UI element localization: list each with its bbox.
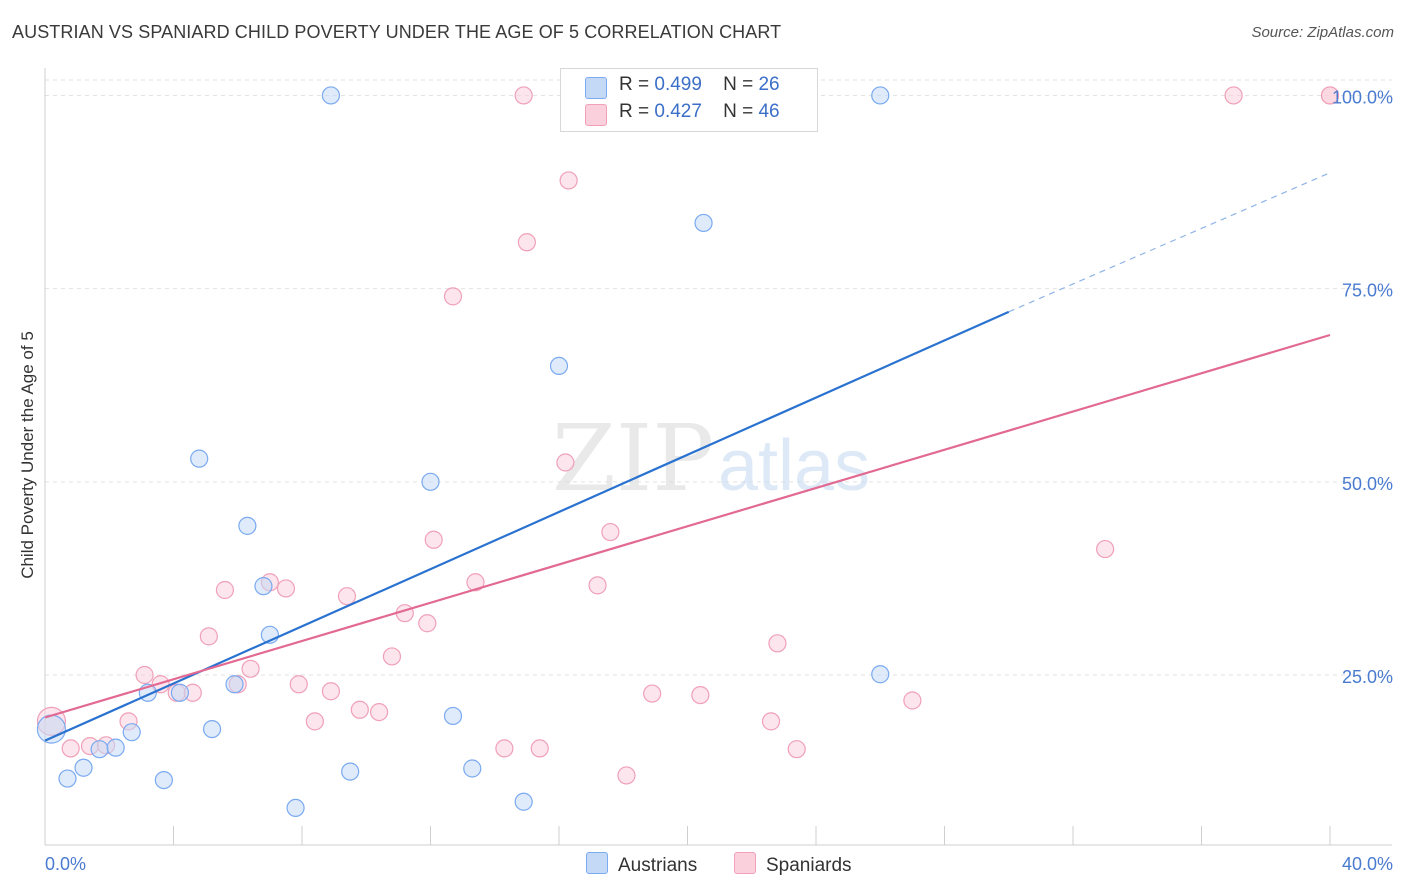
data-point-spaniards bbox=[1096, 539, 1115, 559]
legend-swatch-austrians bbox=[585, 77, 607, 99]
data-point-spaniards bbox=[588, 576, 607, 595]
data-point-austrians bbox=[90, 740, 109, 759]
data-point-austrians bbox=[74, 758, 93, 777]
legend-item-austrians: Austrians bbox=[586, 852, 697, 877]
data-point-austrians bbox=[871, 86, 890, 105]
legend-n-value-austrians: 26 bbox=[758, 74, 780, 95]
data-point-austrians bbox=[225, 675, 244, 694]
data-point-spaniards bbox=[370, 702, 389, 722]
data-point-austrians bbox=[341, 762, 360, 781]
legend-item-spaniards: Spaniards bbox=[734, 852, 852, 877]
watermark-zip: ZIP bbox=[552, 405, 714, 512]
data-point-spaniards bbox=[276, 579, 296, 598]
data-point-austrians bbox=[190, 449, 209, 468]
watermark-atlas: atlas bbox=[718, 426, 870, 506]
data-point-spaniards bbox=[418, 614, 437, 633]
data-point-spaniards bbox=[643, 684, 662, 703]
y-tick-label: 100.0% bbox=[1332, 87, 1393, 107]
data-point-spaniards bbox=[617, 766, 636, 785]
data-point-spaniards bbox=[517, 233, 536, 252]
data-point-spaniards bbox=[443, 287, 463, 306]
data-point-austrians bbox=[238, 516, 257, 535]
source-label: Source: ZipAtlas.com bbox=[1251, 24, 1394, 41]
data-point-spaniards bbox=[135, 665, 154, 685]
y-tick-label: 25.0% bbox=[1342, 667, 1393, 687]
data-point-spaniards bbox=[514, 86, 533, 105]
data-point-austrians bbox=[443, 706, 463, 726]
data-point-austrians bbox=[871, 665, 890, 684]
legend-n-label: N = bbox=[723, 101, 754, 122]
data-point-austrians bbox=[106, 738, 125, 757]
data-point-spaniards bbox=[466, 573, 485, 592]
y-tick-label: 75.0% bbox=[1342, 281, 1393, 301]
legend-swatch-spaniards bbox=[585, 104, 607, 126]
data-point-austrians bbox=[122, 723, 141, 742]
data-point-spaniards bbox=[241, 659, 260, 678]
data-point-spaniards bbox=[530, 739, 549, 758]
data-point-spaniards bbox=[424, 530, 443, 549]
data-point-spaniards bbox=[601, 522, 620, 542]
legend-label-spaniards: Spaniards bbox=[766, 855, 852, 876]
data-point-spaniards bbox=[215, 580, 234, 600]
data-point-austrians bbox=[514, 792, 533, 811]
data-point-spaniards bbox=[61, 739, 80, 758]
legend-r-label: R = bbox=[619, 74, 650, 95]
legend-n-label: N = bbox=[723, 74, 754, 95]
trend-line-spaniards bbox=[44, 333, 1331, 719]
data-point-austrians bbox=[421, 472, 440, 491]
data-point-spaniards bbox=[903, 691, 922, 710]
x-tick-label-max: 40.0% bbox=[1342, 854, 1393, 874]
chart-title: AUSTRIAN VS SPANIARD CHILD POVERTY UNDER… bbox=[12, 22, 782, 42]
data-point-spaniards bbox=[350, 700, 369, 719]
watermark: ZIP atlas bbox=[552, 405, 870, 512]
data-point-austrians bbox=[321, 86, 341, 105]
legend-swatch-austrians bbox=[586, 852, 608, 874]
data-point-austrians bbox=[254, 577, 273, 596]
data-point-austrians bbox=[694, 213, 713, 233]
data-point-spaniards bbox=[691, 685, 710, 705]
y-tick-label: 50.0% bbox=[1342, 474, 1393, 494]
data-point-spaniards bbox=[787, 740, 806, 759]
trend-line-austrians-extension bbox=[1008, 172, 1331, 313]
legend-r-value-austrians: 0.499 bbox=[654, 74, 702, 95]
legend-n-value-spaniards: 46 bbox=[758, 101, 780, 122]
data-point-spaniards bbox=[556, 453, 575, 472]
data-point-spaniards bbox=[1320, 86, 1340, 105]
data-point-spaniards bbox=[768, 634, 787, 653]
trend-line-austrians bbox=[44, 310, 1010, 742]
data-point-austrians bbox=[154, 770, 173, 790]
data-point-austrians bbox=[58, 769, 77, 788]
legend-label-austrians: Austrians bbox=[618, 855, 698, 876]
trend-lines bbox=[44, 172, 1331, 742]
data-point-spaniards bbox=[321, 682, 341, 701]
data-point-austrians bbox=[202, 719, 222, 739]
legend-text-spaniards: R = 0.427 N = 46 bbox=[619, 101, 780, 123]
x-tick-label-min: 0.0% bbox=[45, 854, 86, 874]
legend-r-label: R = bbox=[619, 101, 650, 122]
data-point-spaniards bbox=[305, 712, 324, 731]
data-point-spaniards bbox=[199, 627, 218, 646]
data-point-spaniards bbox=[559, 171, 578, 190]
data-point-spaniards bbox=[761, 712, 781, 731]
data-point-spaniards bbox=[337, 587, 357, 606]
data-point-spaniards bbox=[289, 675, 308, 694]
tick-labels: 25.0% 50.0% 75.0% 100.0% 0.0% 40.0% bbox=[45, 87, 1393, 874]
legend-text-austrians: R = 0.499 N = 26 bbox=[619, 74, 780, 96]
correlation-legend: R = 0.499 N = 26 R = 0.427 N = 46 bbox=[560, 68, 818, 132]
data-point-spaniards bbox=[382, 647, 402, 666]
data-point-austrians bbox=[170, 683, 190, 702]
legend-r-value-spaniards: 0.427 bbox=[654, 101, 702, 122]
data-point-austrians bbox=[286, 798, 305, 818]
legend-swatch-spaniards bbox=[734, 852, 756, 874]
data-point-austrians bbox=[549, 356, 569, 376]
data-point-spaniards bbox=[495, 739, 514, 758]
data-point-austrians bbox=[463, 759, 482, 778]
data-point-spaniards bbox=[1224, 86, 1243, 105]
